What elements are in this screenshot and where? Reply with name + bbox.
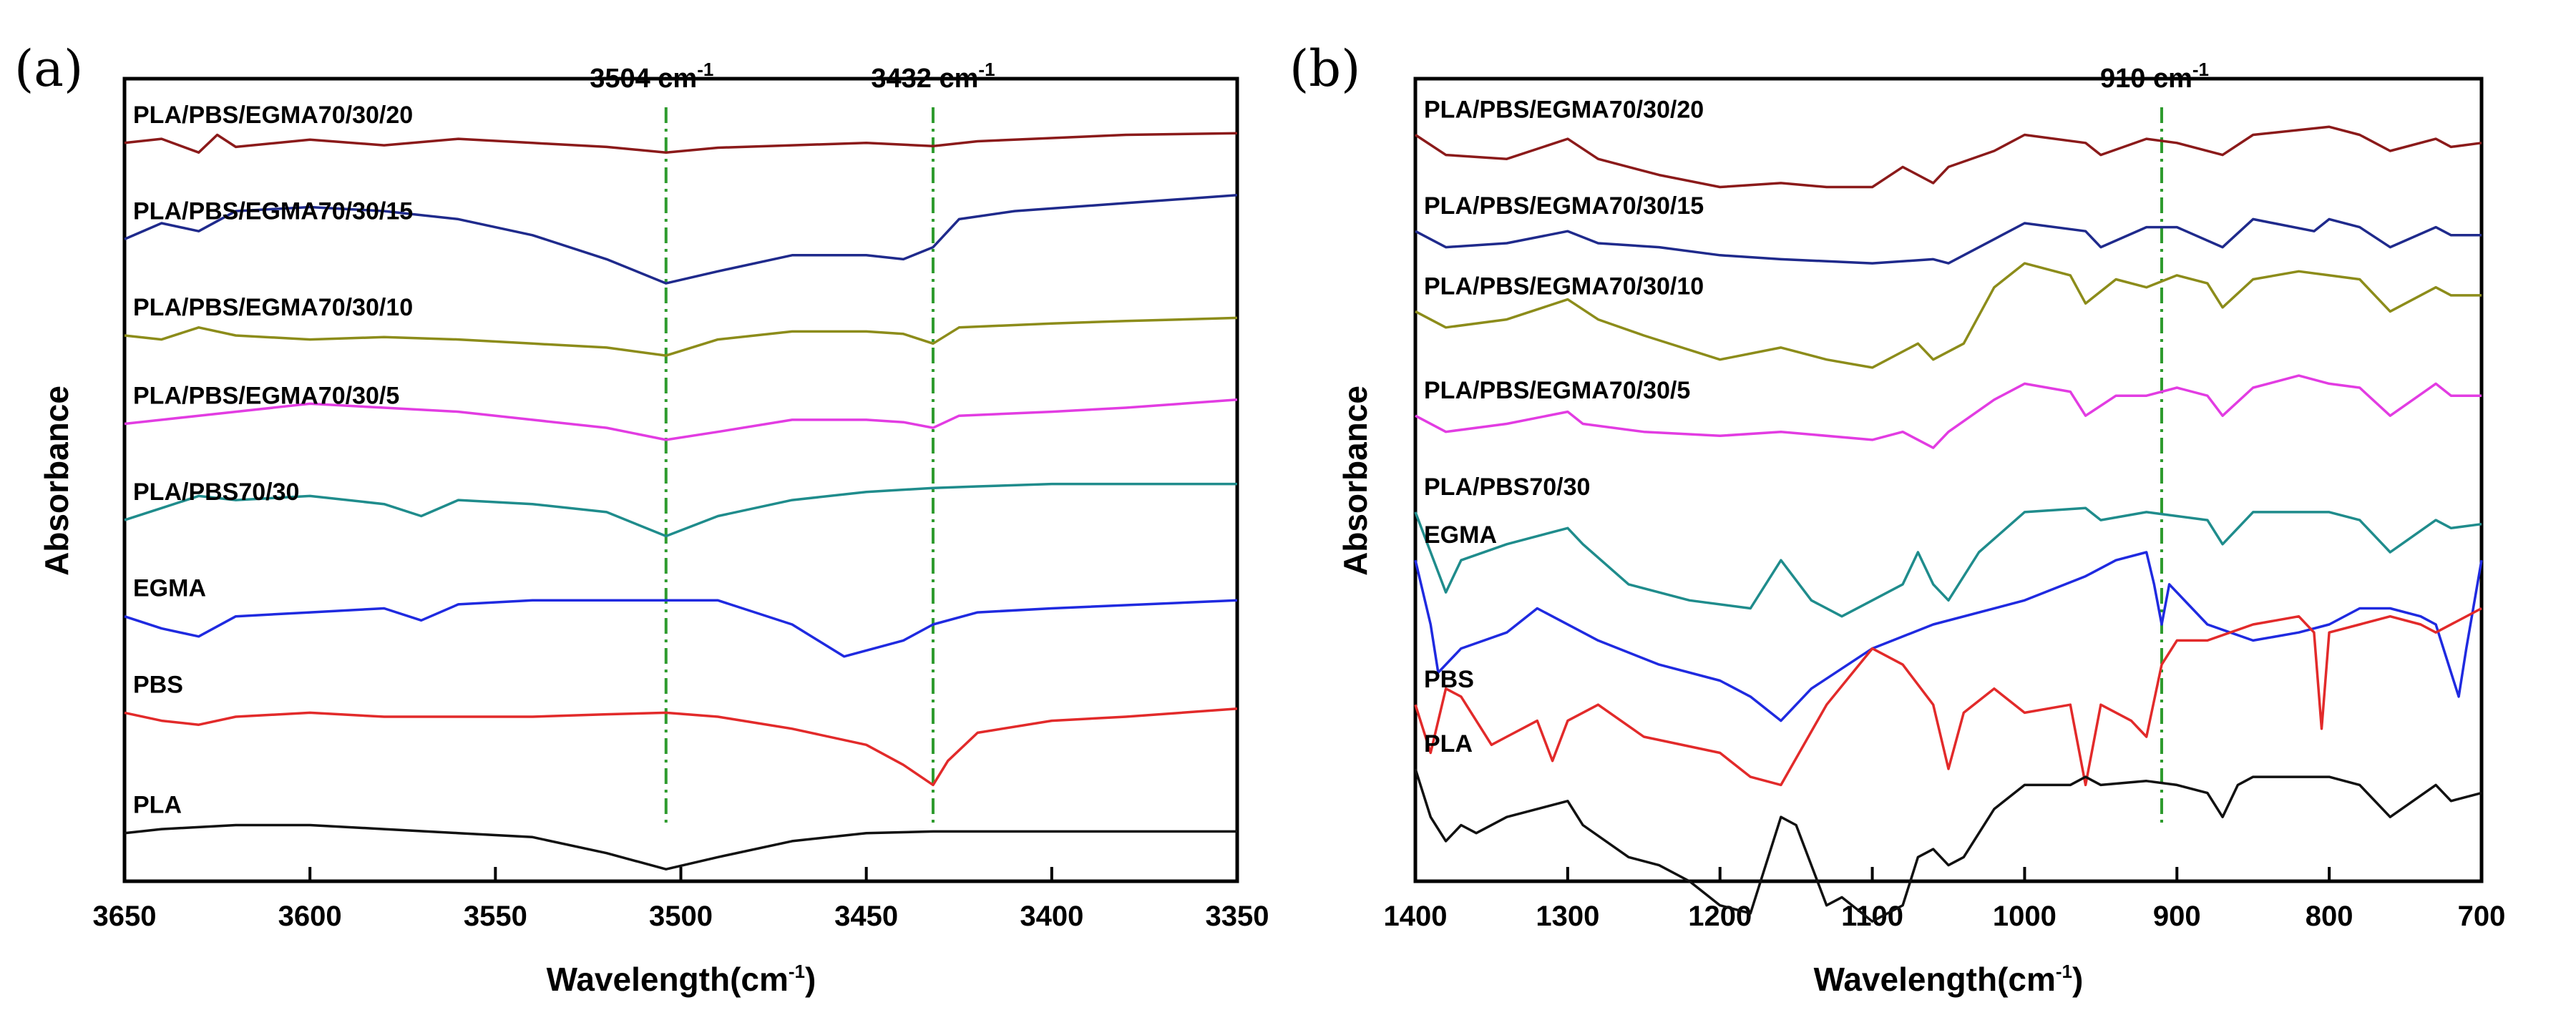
panel-b-series-line [1414, 768, 2482, 923]
panel-a-tick-label: 3650 [93, 901, 157, 932]
panel-a-series-line [124, 707, 1238, 787]
panel-b-tick-label: 700 [2458, 901, 2506, 932]
panel-a-series-label: PLA [133, 792, 182, 819]
panel-a-tick-label: 3400 [1020, 901, 1083, 932]
panel-b-series-label: PLA/PBS/EGMA70/30/20 [1424, 97, 1704, 124]
panel-b-series-line [1415, 125, 2482, 189]
panel-a-series-label: PBS [133, 671, 183, 698]
panel-a-letter: (a) [14, 39, 83, 98]
panel-b-tick-label: 800 [2306, 901, 2353, 932]
panel-a-series-label: PLA/PBS/EGMA70/30/10 [133, 294, 413, 321]
panel-a-series-line [124, 482, 1237, 538]
panel-a-series-line [124, 823, 1237, 871]
panel-b-series-label: PBS [1424, 666, 1474, 693]
panel-a-tick-label: 3550 [464, 901, 527, 932]
panel-a-series-line [124, 599, 1238, 658]
panel-b-tick-label: 900 [2153, 901, 2201, 932]
panel-a-series-label: PLA/PBS/EGMA70/30/15 [133, 197, 413, 225]
panel-b-tick-label: 1300 [1536, 901, 1599, 932]
panel-a-tick-label: 3600 [278, 901, 342, 932]
panel-a-series-label: PLA/PBS70/30 [133, 479, 299, 506]
panel-a-xlabel: Wavelength(cm-1) [547, 961, 816, 998]
panel-b-annotation-label: 910 cm-1 [2100, 59, 2209, 94]
panel-a-tick-label: 3350 [1206, 901, 1269, 932]
panel-b-series-line [1414, 551, 2483, 722]
panel-b-xlabel: Wavelength(cm-1) [1814, 961, 2084, 998]
panel-a-tick-label: 3500 [649, 901, 713, 932]
panel-b-series-label: EGMA [1424, 521, 1497, 549]
panel-a-series-label: PLA/PBS/EGMA70/30/5 [133, 382, 399, 409]
panel-b-series-label: PLA/PBS/EGMA70/30/10 [1424, 273, 1704, 300]
panel-a-series-line [124, 193, 1238, 285]
panel-b-tick-label: 1400 [1384, 901, 1448, 932]
panel-a-series-label: PLA/PBS/EGMA70/30/20 [133, 102, 413, 129]
panel-b-series-line [1415, 217, 2482, 265]
panel-b-series-line [1414, 506, 2482, 618]
panel-a-series-line [124, 316, 1238, 357]
panel-b-series-line [1415, 262, 2482, 369]
panel-b-series-label: PLA/PBS/EGMA70/30/15 [1424, 192, 1704, 220]
panel-b-series-label: PLA/PBS/EGMA70/30/5 [1424, 377, 1690, 404]
panel-a-series-line [124, 398, 1238, 441]
panel-a-ylabel: Absorbance [38, 386, 75, 576]
panel-a-tick-label: 3450 [834, 901, 898, 932]
panel-a-annotation-label: 3504 cm-1 [590, 59, 713, 94]
panel-a-series-label: EGMA [133, 575, 206, 602]
panel-b-ylabel: Absorbance [1337, 386, 1374, 576]
panel-b-tick-label: 1000 [1993, 901, 2057, 932]
panel-a-series-line [124, 132, 1238, 154]
panel-b-series-line [1414, 607, 2482, 787]
panel-b: (b) 1400 1300 1200 1100 1000 900 800 700 PLA/PB… [1289, 39, 2505, 998]
panel-b-letter: (b) [1289, 39, 1360, 98]
panel-a-annotation-label: 3432 cm-1 [871, 59, 995, 94]
panel-b-series-label: PLA/PBS70/30 [1424, 474, 1590, 501]
panel-a: (a) 3650 3600 3550 3500 3450 3400 3350 PLA/PBS… [14, 39, 1269, 998]
panel-b-series-label: PLA [1424, 730, 1473, 758]
panel-b-series-line [1415, 374, 2482, 449]
panel-b-frame [1413, 77, 2484, 883]
